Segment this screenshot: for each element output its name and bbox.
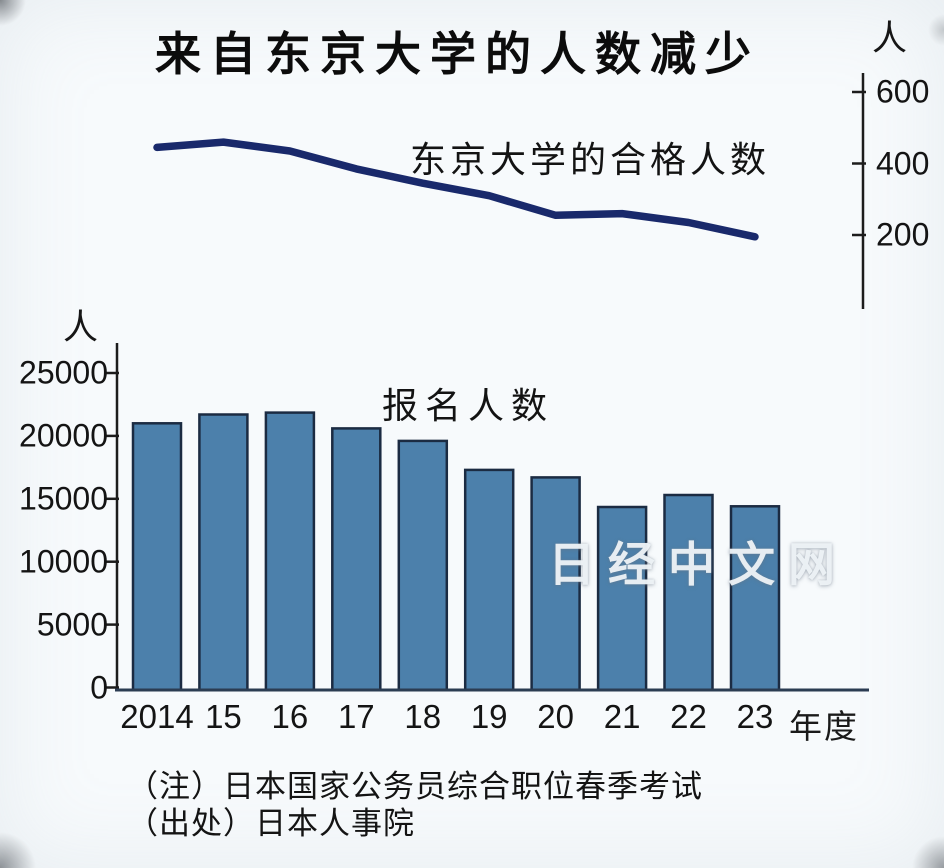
x-tick-label-20: 20 xyxy=(537,698,574,735)
x-tick-label-21: 21 xyxy=(603,698,641,735)
x-tick-label-23: 23 xyxy=(736,698,774,735)
x-tick-label-15: 15 xyxy=(205,698,242,735)
chart-title: 来自东京大学的人数减少 xyxy=(155,28,760,80)
bar-16 xyxy=(264,411,316,692)
bar-ytick-label: 15000 xyxy=(19,480,108,517)
bar-15 xyxy=(198,413,249,692)
x-tick-label-17: 17 xyxy=(337,698,375,735)
x-tick-label-22: 22 xyxy=(670,698,707,735)
bar-17 xyxy=(331,427,382,692)
bar-19 xyxy=(463,468,515,692)
footnote-line-2: （出处）日本人事院 xyxy=(127,806,415,841)
line-series-label: 东京大学的合格人数 xyxy=(410,139,771,180)
x-tick-label-16: 16 xyxy=(271,698,309,735)
footnote-line-1: （注）日本国家公务员综合职位春季考试 xyxy=(127,769,703,804)
bar-series-label: 报名人数 xyxy=(382,385,555,426)
bar-yaxis-unit-label: 人 xyxy=(63,308,99,347)
x-tick-label-2014: 2014 xyxy=(120,698,194,735)
bar-23 xyxy=(729,505,781,692)
line-ytick-label: 200 xyxy=(876,216,930,253)
bar-ytick-label: 0 xyxy=(90,668,108,705)
bar-18 xyxy=(397,439,449,692)
line-yaxis-unit-label: 人 xyxy=(872,19,908,58)
line-ytick-label: 400 xyxy=(876,144,930,181)
footnotes: （注）日本国家公务员综合职位春季考试 （出处）日本人事院 xyxy=(127,768,703,842)
bar-20 xyxy=(530,476,581,692)
bar-ytick-label: 5000 xyxy=(36,605,108,642)
bar-ytick-label: 25000 xyxy=(19,354,108,391)
bar-2014 xyxy=(131,422,183,692)
bar-22 xyxy=(663,493,714,692)
bar-ytick-label: 10000 xyxy=(19,543,108,580)
x-tick-label-18: 18 xyxy=(404,698,442,735)
line-ytick-label: 600 xyxy=(876,73,930,110)
x-tick-label-19: 19 xyxy=(470,698,508,735)
line-series-path xyxy=(153,138,759,241)
bar-ytick-label: 20000 xyxy=(19,417,108,454)
x-axis-unit-label: 年度 xyxy=(789,708,859,745)
watermark: 日经中文网 xyxy=(548,538,848,591)
